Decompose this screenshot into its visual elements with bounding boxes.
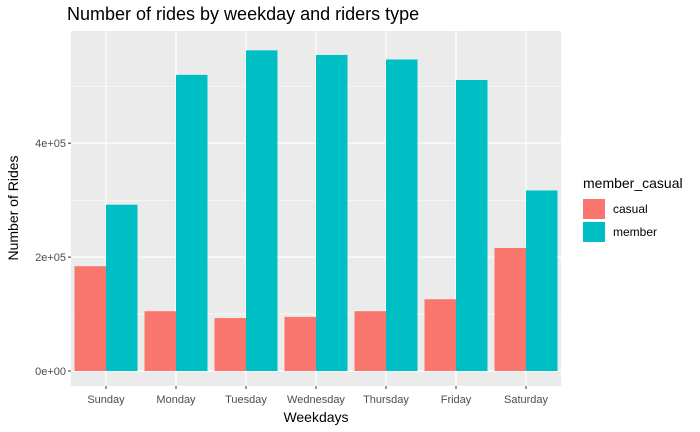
y-axis: 0e+00 2e+05 4e+05 <box>35 138 71 378</box>
legend-key-member <box>583 222 605 242</box>
x-axis-title: Weekdays <box>283 409 348 425</box>
bar-casual-saturday <box>494 247 526 371</box>
bar-member-friday <box>456 79 488 371</box>
y-tick-label: 2e+05 <box>35 252 66 264</box>
bar-member-saturday <box>526 190 558 371</box>
x-axis: Sunday Monday Tuesday Wednesday Thursday Frid… <box>87 386 549 406</box>
bar-member-wednesday <box>316 54 348 372</box>
x-tick-label-tuesday: Tuesday <box>225 394 267 406</box>
x-tick-label-sunday: Sunday <box>87 394 125 406</box>
x-tick-label-thursday: Thursday <box>363 394 409 406</box>
legend-label-member: member <box>613 225 657 239</box>
bar-casual-wednesday <box>284 316 316 371</box>
bar-member-thursday <box>386 59 418 372</box>
x-tick-label-wednesday: Wednesday <box>287 394 345 406</box>
bar-casual-tuesday <box>214 318 246 371</box>
bar-casual-thursday <box>354 311 386 371</box>
legend-title: member_casual <box>583 175 683 191</box>
bar-member-sunday <box>106 204 138 371</box>
x-tick-label-saturday: Saturday <box>504 394 549 406</box>
x-tick-label-friday: Friday <box>441 394 472 406</box>
y-tick-label: 4e+05 <box>35 138 66 150</box>
bar-casual-sunday <box>74 266 106 371</box>
bar-member-tuesday <box>246 50 278 372</box>
y-axis-title: Number of Rides <box>5 155 21 260</box>
bar-casual-monday <box>144 311 176 371</box>
y-tick-label: 0e+00 <box>35 366 66 378</box>
legend: member_casual casual member <box>583 175 683 242</box>
bars <box>74 50 558 372</box>
x-tick-label-monday: Monday <box>156 394 196 406</box>
legend-key-casual <box>583 199 605 219</box>
chart-title: Number of rides by weekday and riders ty… <box>67 4 419 24</box>
bar-casual-friday <box>424 299 456 371</box>
bar-member-monday <box>176 74 208 372</box>
legend-label-casual: casual <box>613 202 648 216</box>
